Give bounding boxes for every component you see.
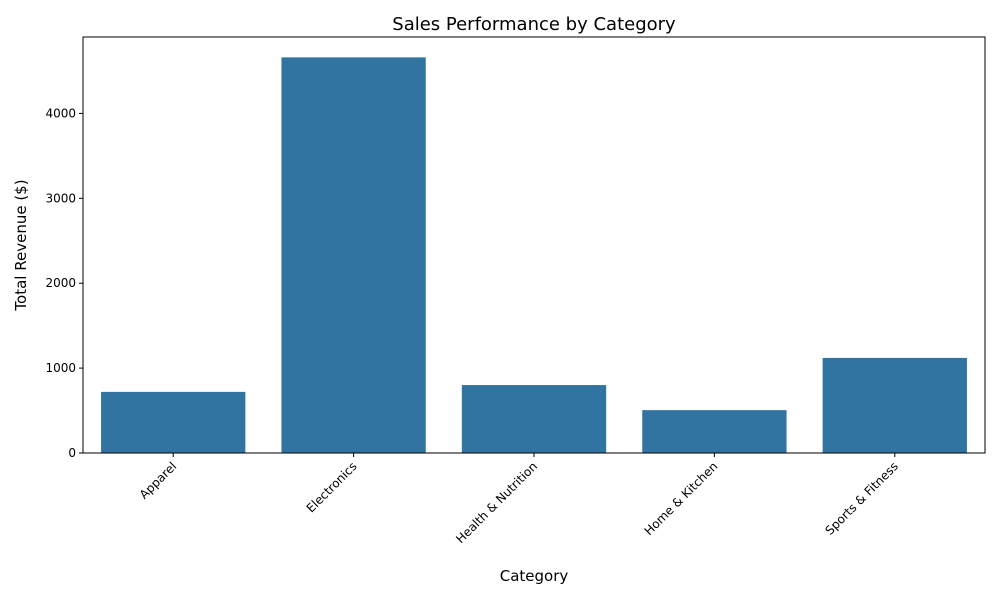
bars-layer — [101, 57, 967, 453]
x-tick-label: Electronics — [304, 459, 360, 515]
y-tick-label: 1000 — [45, 361, 76, 375]
y-tick-label: 3000 — [45, 191, 76, 205]
x-tick-label: Apparel — [137, 459, 180, 502]
chart-title: Sales Performance by Category — [392, 14, 676, 35]
x-tick-label: Home & Kitchen — [642, 459, 721, 538]
bar-sports-fitness — [822, 357, 967, 453]
bar-home-kitchen — [642, 410, 787, 453]
y-axis-ticks: 0 1000 2000 3000 4000 — [45, 106, 83, 460]
y-axis-title: Total Revenue ($) — [12, 179, 30, 311]
x-tick-label: Sports & Fitness — [822, 459, 900, 537]
x-axis-ticks: Apparel Electronics Health & Nutrition Home… — [137, 453, 901, 546]
y-tick-label: 2000 — [45, 276, 76, 290]
y-tick-label: 4000 — [45, 106, 76, 120]
x-tick-label: Health & Nutrition — [453, 459, 540, 546]
bar-electronics — [281, 57, 426, 453]
x-axis-title: Category — [500, 567, 569, 585]
bar-health-nutrition — [461, 385, 607, 453]
bar-apparel — [101, 391, 246, 453]
y-tick-label: 0 — [68, 446, 76, 460]
